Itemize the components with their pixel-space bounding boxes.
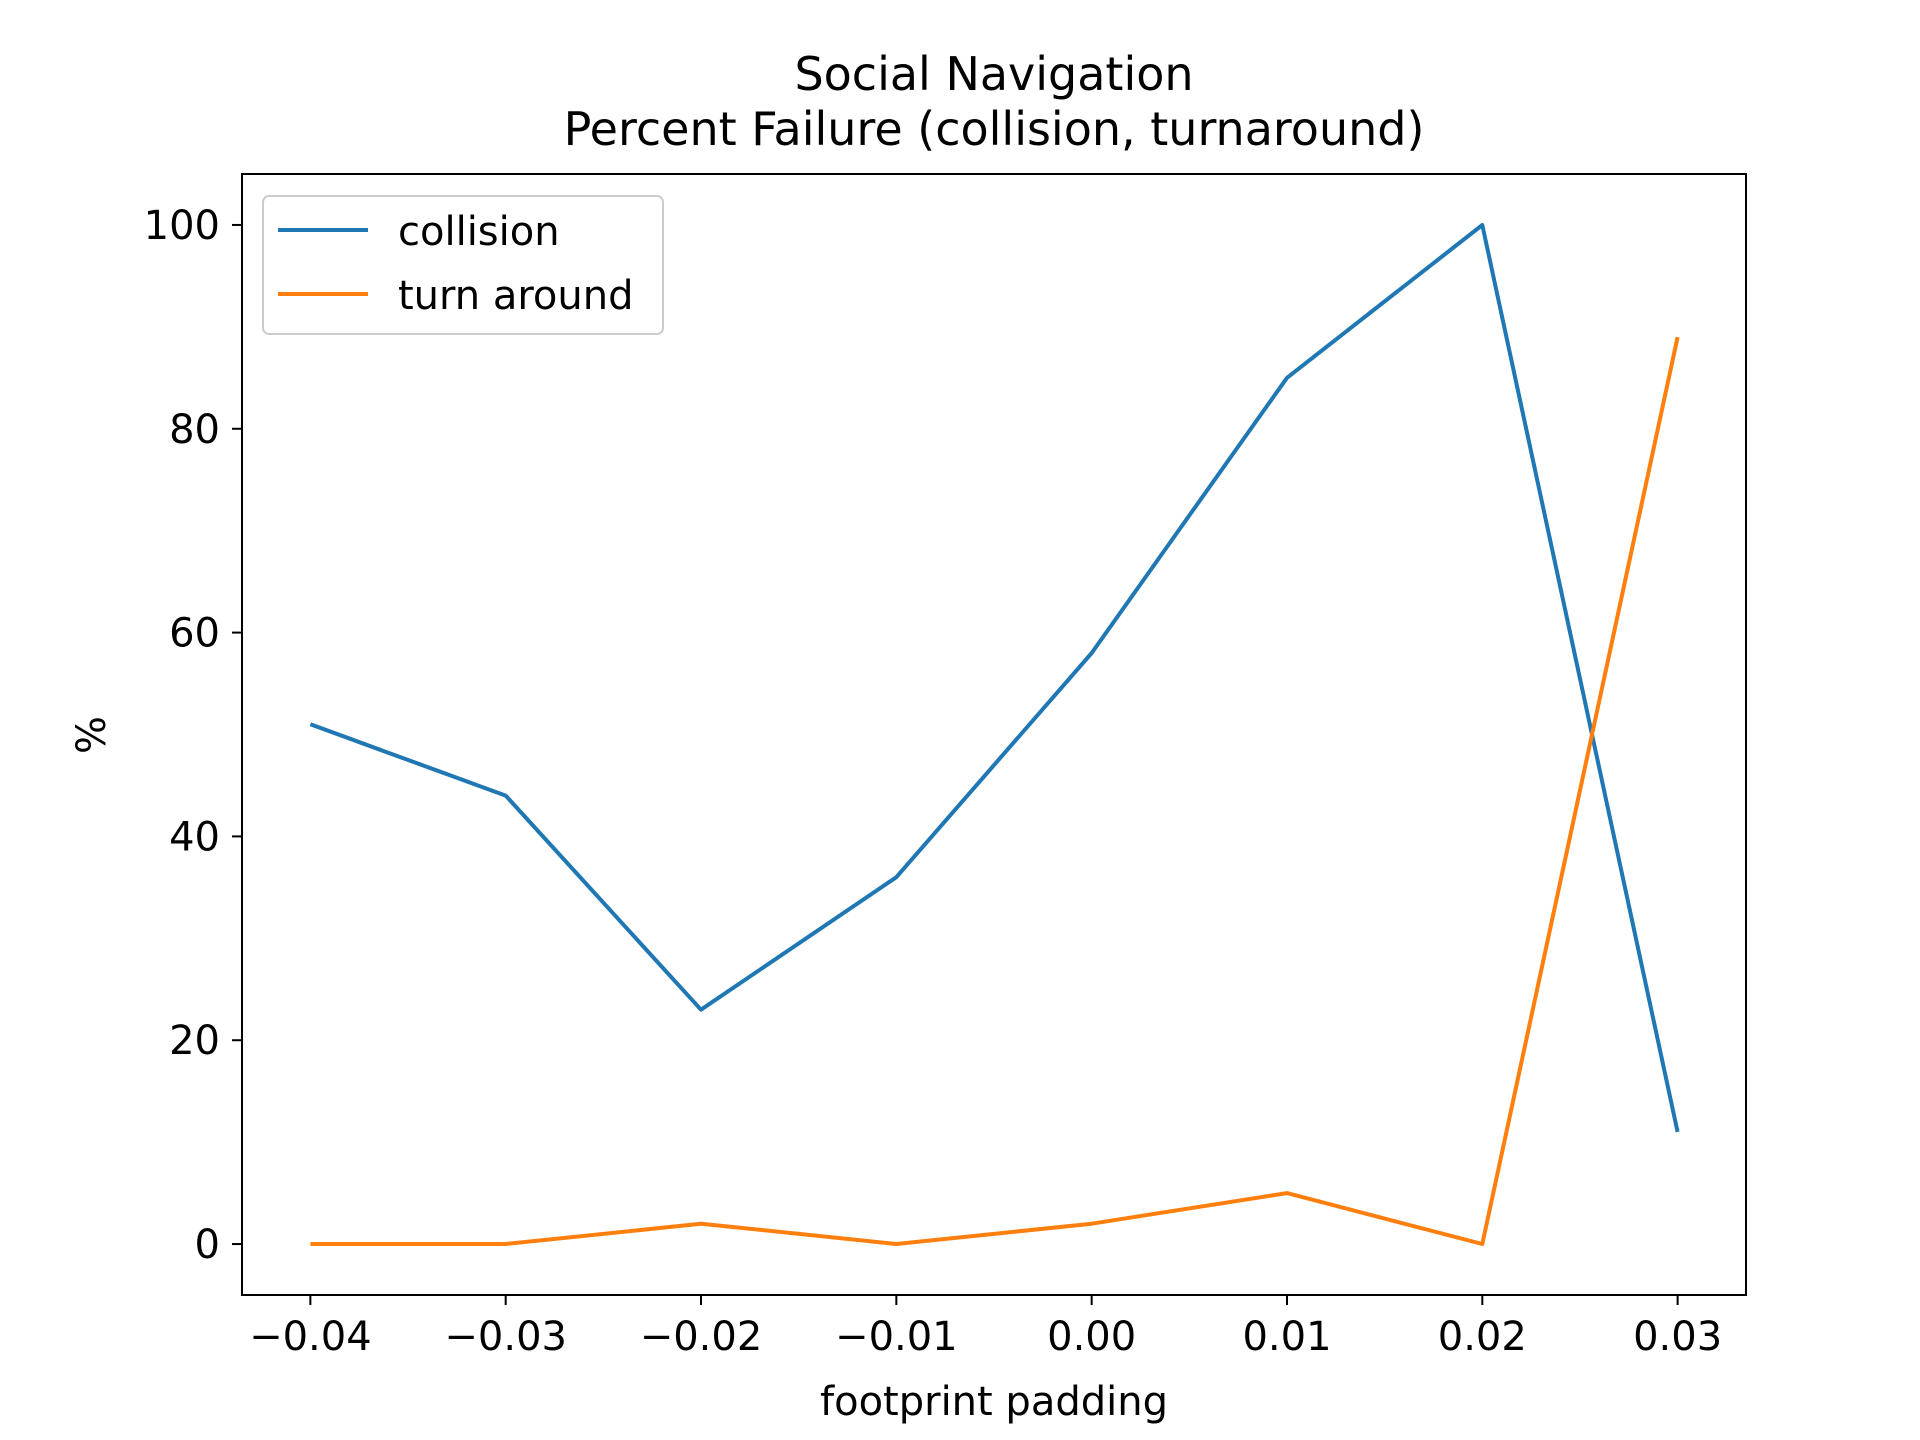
ticks-layer: −0.04 −0.03 −0.02 −0.01 0.00 0.01 0.02 0.03 0 20 4… <box>144 203 1723 1360</box>
x-tick-label: −0.02 <box>640 1314 763 1360</box>
legend: collision turn around <box>262 195 664 335</box>
x-tick-label: 0.00 <box>1047 1314 1136 1360</box>
x-tick-label: −0.03 <box>444 1314 567 1360</box>
chart-title-line1: Social Navigation <box>794 47 1193 101</box>
plot-frame <box>241 173 1747 1296</box>
y-tick-label: 40 <box>169 814 220 860</box>
y-tick-label: 80 <box>169 407 220 453</box>
x-tick-label: 0.03 <box>1633 1314 1722 1360</box>
series-line-collision <box>309 223 1680 1133</box>
y-tick-label: 0 <box>195 1222 220 1268</box>
y-tick-label: 100 <box>144 203 220 249</box>
x-tick-label: −0.04 <box>249 1314 372 1360</box>
x-tick-label: 0.01 <box>1242 1314 1331 1360</box>
series-line-turn-around <box>310 336 1680 1246</box>
series-layer <box>309 223 1680 1246</box>
y-tick-label: 20 <box>169 1018 220 1064</box>
legend-label-collision: collision <box>398 209 560 255</box>
x-axis-label: footprint padding <box>820 1379 1168 1425</box>
legend-label-turn-around: turn around <box>398 273 634 319</box>
chart-title-line2: Percent Failure (collision, turnaround) <box>564 102 1425 156</box>
y-axis-label: % <box>69 716 115 754</box>
y-tick-label: 60 <box>169 611 220 657</box>
x-tick-label: 0.02 <box>1438 1314 1527 1360</box>
x-tick-label: −0.01 <box>835 1314 958 1360</box>
